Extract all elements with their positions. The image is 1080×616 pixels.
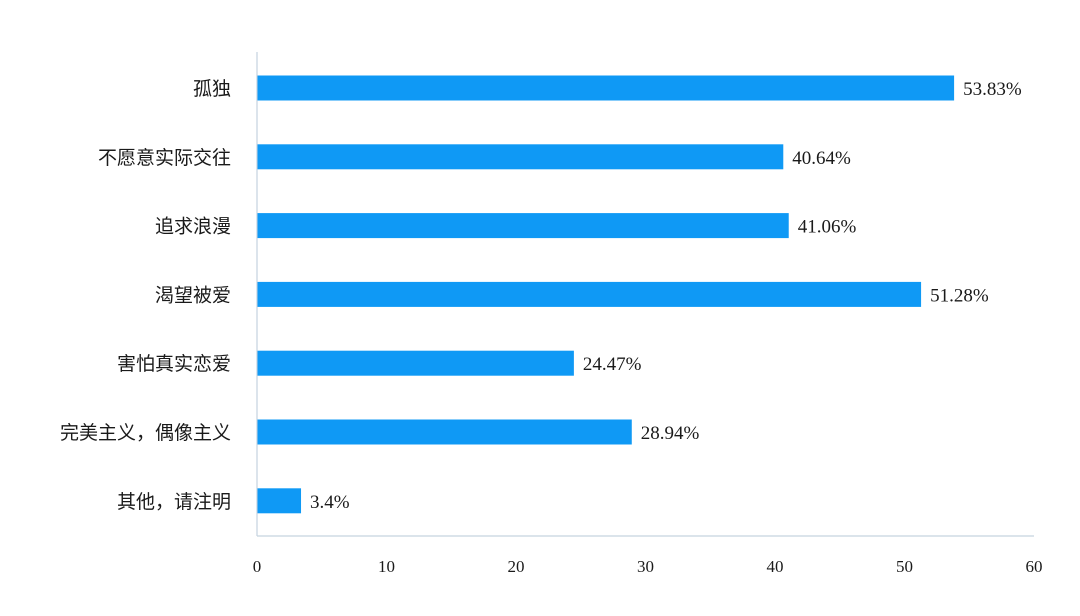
value-label: 28.94% [641, 423, 700, 444]
category-label: 渴望被爱 [155, 284, 231, 306]
bar [257, 281, 922, 307]
category-label: 不愿意实际交往 [98, 147, 231, 169]
category-label: 孤独 [193, 78, 231, 100]
category-label: 害怕真实恋爱 [117, 353, 231, 375]
bar [257, 419, 632, 445]
category-label: 完美主义，偶像主义 [60, 422, 231, 444]
value-label: 53.83% [963, 79, 1022, 100]
x-tick-label: 40 [767, 557, 784, 576]
category-label: 追求浪漫 [155, 216, 231, 238]
category-label: 其他，请注明 [117, 491, 231, 513]
x-tick-label: 60 [1026, 557, 1043, 576]
x-tick-label: 50 [896, 557, 913, 576]
value-label: 41.06% [798, 217, 857, 238]
bar [257, 488, 302, 514]
value-label: 3.4% [310, 492, 350, 513]
value-labels: 53.83% 40.64% 41.06% 51.28% 24.47% 28.94% 3.4% [310, 79, 1022, 513]
bar [257, 213, 789, 239]
x-tick-label: 10 [378, 557, 395, 576]
bar [257, 144, 784, 170]
bar [257, 75, 955, 101]
value-label: 51.28% [930, 285, 989, 306]
x-tick-labels: 0 10 20 30 40 50 60 [253, 557, 1043, 576]
x-tick-label: 20 [508, 557, 525, 576]
value-label: 40.64% [792, 148, 851, 169]
x-tick-label: 30 [637, 557, 654, 576]
bars-group [257, 75, 955, 514]
value-label: 24.47% [583, 354, 642, 375]
x-tick-label: 0 [253, 557, 262, 576]
bar [257, 350, 574, 376]
